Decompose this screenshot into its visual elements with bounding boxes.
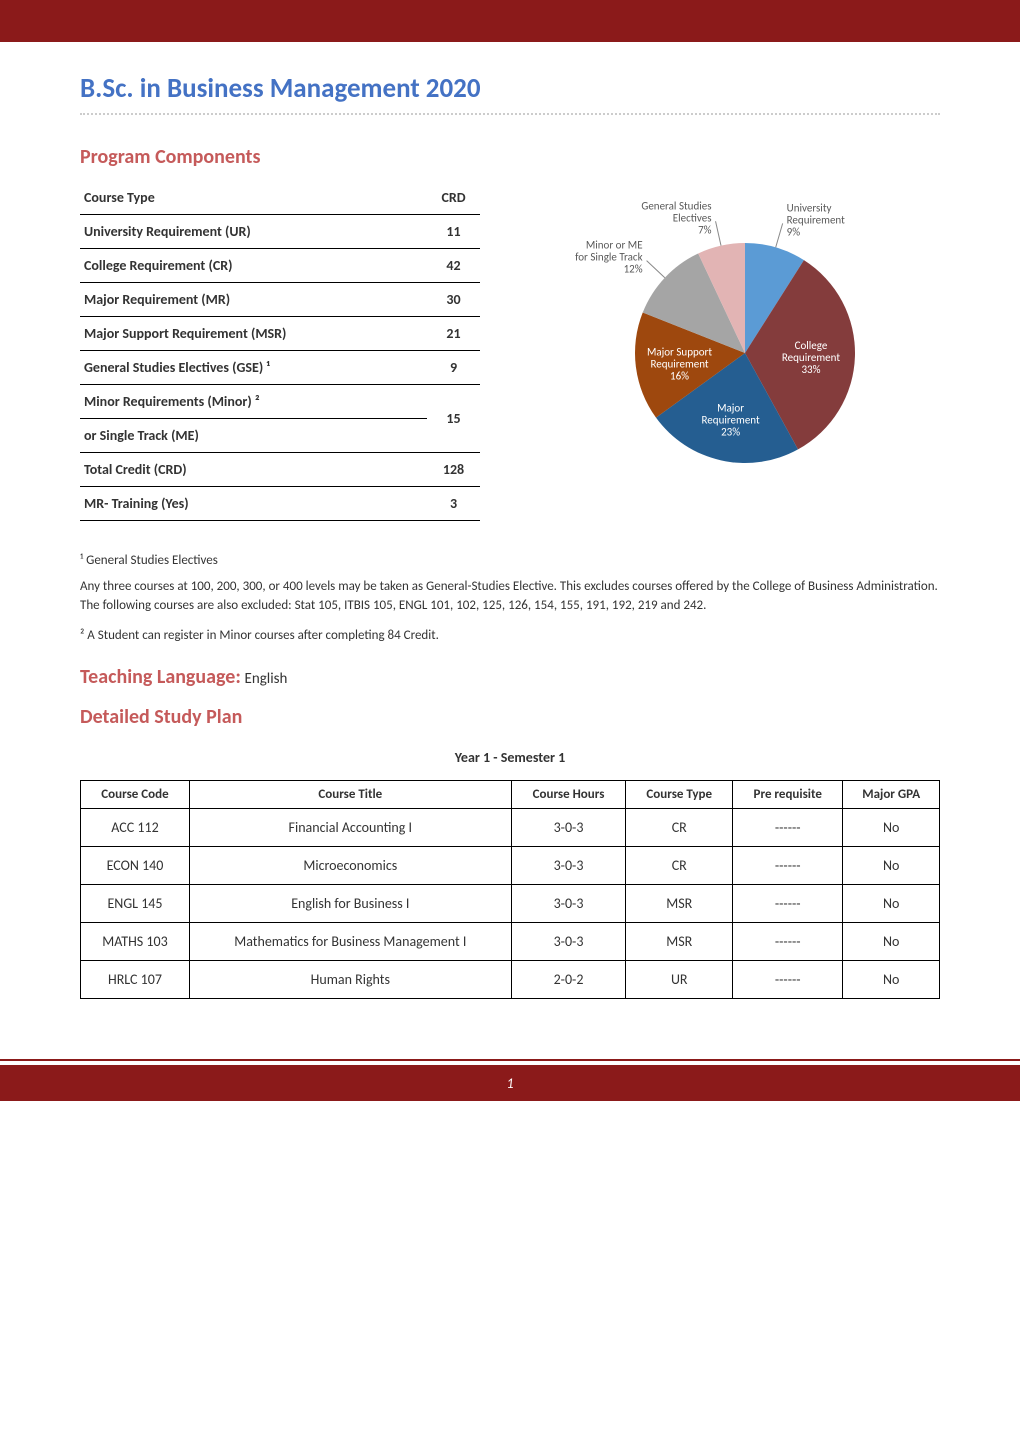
course-cell-title: Human Rights (189, 961, 511, 999)
course-cell-hours: 3-0-3 (511, 809, 626, 847)
course-cell-gpa: No (843, 885, 940, 923)
course-cell-prereq: ------ (733, 961, 843, 999)
component-label: General Studies Electives (GSE) ¹ (80, 351, 427, 385)
page-number: 1 (506, 1075, 513, 1092)
component-value: 128 (427, 453, 480, 487)
course-cell-gpa: No (843, 961, 940, 999)
th-type: Course Type (626, 781, 733, 809)
course-cell-type: CR (626, 847, 733, 885)
th-title: Course Title (189, 781, 511, 809)
course-cell-code: ENGL 145 (81, 885, 190, 923)
component-label: MR- Training (Yes) (80, 487, 427, 521)
course-cell-type: CR (626, 809, 733, 847)
semester-title: Year 1 - Semester 1 (80, 749, 940, 766)
components-left: Program Components Course Type CRD Unive… (80, 145, 480, 521)
component-value: 42 (427, 249, 480, 283)
teaching-heading: Teaching Language: (80, 665, 241, 689)
course-cell-gpa: No (843, 809, 940, 847)
components-header-crd: CRD (427, 181, 480, 215)
component-label: Major Requirement (MR) (80, 283, 427, 317)
component-label: or Single Track (ME) (80, 419, 427, 453)
course-cell-prereq: ------ (733, 847, 843, 885)
component-value: 11 (427, 215, 480, 249)
component-value: 21 (427, 317, 480, 351)
course-cell-prereq: ------ (733, 923, 843, 961)
course-cell-prereq: ------ (733, 809, 843, 847)
course-cell-title: Financial Accounting I (189, 809, 511, 847)
course-cell-code: HRLC 107 (81, 961, 190, 999)
course-cell-hours: 2-0-2 (511, 961, 626, 999)
component-value: 3 (427, 487, 480, 521)
pie-label: UniversityRequirement9% (787, 201, 845, 238)
title-underline (80, 113, 940, 115)
th-hours: Course Hours (511, 781, 626, 809)
pie-chart: UniversityRequirement9%CollegeRequiremen… (510, 145, 940, 521)
component-label: Major Support Requirement (MSR) (80, 317, 427, 351)
course-table: Course Code Course Title Course Hours Co… (80, 780, 940, 999)
th-prereq: Pre requisite (733, 781, 843, 809)
component-value: 15 (427, 385, 480, 453)
plan-heading: Detailed Study Plan (80, 705, 940, 729)
course-cell-title: Microeconomics (189, 847, 511, 885)
course-cell-code: MATHS 103 (81, 923, 190, 961)
footnote-1-body: Any three courses at 100, 200, 300, or 4… (80, 577, 940, 616)
teaching-language-value: English (245, 670, 288, 688)
component-label: University Requirement (UR) (80, 215, 427, 249)
component-label: College Requirement (CR) (80, 249, 427, 283)
course-cell-prereq: ------ (733, 885, 843, 923)
course-cell-type: UR (626, 961, 733, 999)
footnote-2: ² A Student can register in Minor course… (80, 626, 940, 646)
component-label: Total Credit (CRD) (80, 453, 427, 487)
course-cell-code: ECON 140 (81, 847, 190, 885)
components-table: Course Type CRD University Requirement (… (80, 181, 480, 521)
course-cell-title: Mathematics for Business Management I (189, 923, 511, 961)
pie-label: General StudiesElectives7% (641, 199, 711, 236)
teaching-language-row: Teaching Language: English (80, 665, 940, 689)
document-content: B.Sc. in Business Management 2020 Progra… (0, 42, 1020, 1059)
footer-line (0, 1059, 1020, 1061)
component-label: Minor Requirements (Minor) ² (80, 385, 427, 419)
component-value: 9 (427, 351, 480, 385)
header-bar (0, 0, 1020, 40)
footnote-1-title: ¹ General Studies Electives (80, 551, 940, 571)
components-section: Program Components Course Type CRD Unive… (80, 145, 940, 521)
course-cell-hours: 3-0-3 (511, 847, 626, 885)
component-value: 30 (427, 283, 480, 317)
course-cell-hours: 3-0-3 (511, 885, 626, 923)
th-code: Course Code (81, 781, 190, 809)
course-cell-gpa: No (843, 847, 940, 885)
course-cell-hours: 3-0-3 (511, 923, 626, 961)
footer-bar: 1 (0, 1065, 1020, 1101)
page-title: B.Sc. in Business Management 2020 (80, 72, 940, 105)
th-gpa: Major GPA (843, 781, 940, 809)
pie-label: Minor or MEfor Single Track12% (575, 239, 643, 276)
course-cell-type: MSR (626, 923, 733, 961)
footnotes: ¹ General Studies Electives Any three co… (80, 551, 940, 645)
course-cell-title: English for Business I (189, 885, 511, 923)
components-header-type: Course Type (80, 181, 427, 215)
course-cell-type: MSR (626, 885, 733, 923)
course-cell-code: ACC 112 (81, 809, 190, 847)
components-heading: Program Components (80, 145, 480, 169)
course-cell-gpa: No (843, 923, 940, 961)
